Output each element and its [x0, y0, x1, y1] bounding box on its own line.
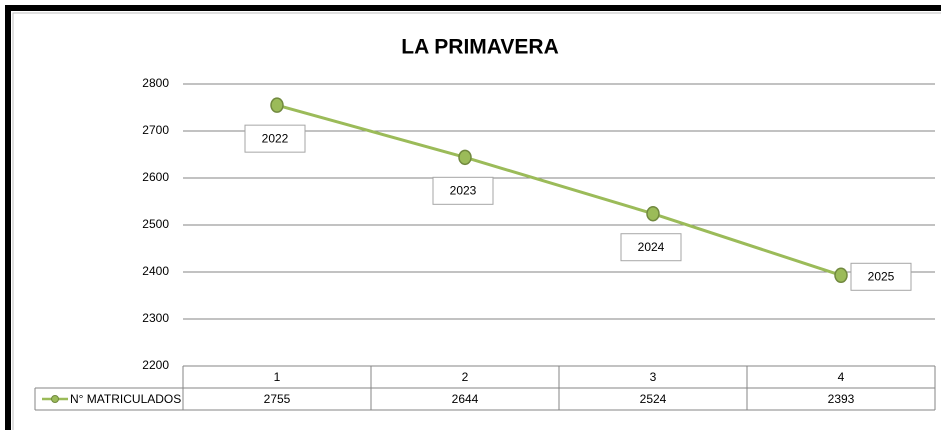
y-tick-label: 2700 — [142, 123, 169, 137]
x-tick-label: 2 — [462, 370, 469, 384]
label-box — [244, 124, 306, 153]
table-value: 2644 — [452, 392, 479, 406]
marker — [270, 97, 284, 113]
marker — [646, 205, 660, 222]
x-tick-label: 1 — [274, 370, 281, 384]
chart-title: LA PRIMAVERA — [401, 36, 559, 59]
line-series — [276, 103, 842, 277]
y-tick-label: 2800 — [142, 76, 169, 90]
table-value: 2755 — [264, 392, 291, 406]
table-value: 2524 — [640, 392, 667, 406]
point-label: 2023 — [450, 183, 477, 197]
label-box — [432, 176, 494, 205]
legend-label: N° MATRICULADOS — [70, 392, 181, 406]
table-value: 2393 — [828, 392, 855, 406]
point-label: 2024 — [638, 240, 665, 254]
point-label: 2022 — [262, 131, 289, 145]
y-tick-label: 2500 — [142, 217, 169, 231]
point-label: 2025 — [868, 269, 895, 283]
legend-marker — [51, 395, 59, 403]
marker — [458, 149, 472, 166]
y-tick-label: 2600 — [142, 170, 169, 184]
marker — [834, 267, 848, 284]
y-tick-label: 2400 — [142, 264, 169, 278]
y-tick-label: 2300 — [142, 311, 169, 325]
x-tick-label: 4 — [838, 370, 845, 384]
label-box — [850, 262, 912, 291]
outer-frame — [5, 5, 941, 435]
y-tick-label: 2200 — [142, 358, 169, 372]
label-box — [620, 233, 682, 262]
x-tick-label: 3 — [650, 370, 657, 384]
